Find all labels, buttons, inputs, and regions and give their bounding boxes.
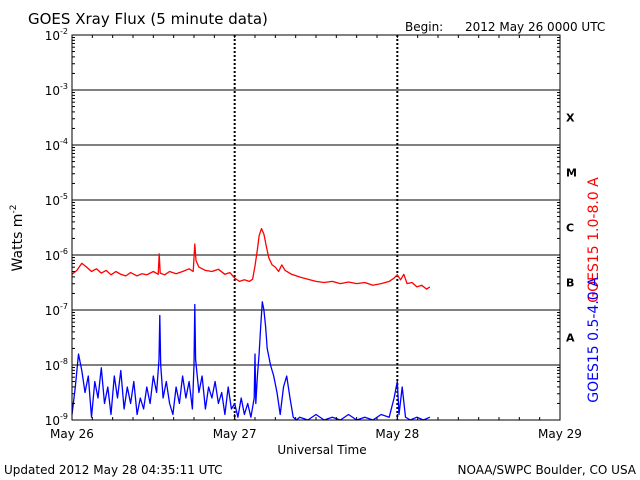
x-tick-label: May 28 — [375, 427, 419, 441]
flare-class-x: X — [566, 112, 575, 125]
flare-class-m: M — [566, 167, 577, 180]
begin-label: Begin: — [405, 20, 443, 34]
y-tick-label: 10-9 — [45, 412, 68, 428]
series-line-1 — [71, 301, 431, 421]
y-tick-label: 10-7 — [45, 302, 68, 318]
legend-goes15-long: GOES15 1.0-8.0 A — [586, 177, 602, 303]
grid — [72, 35, 560, 420]
svg-text:Watts m-2: Watts m-2 — [9, 205, 26, 272]
x-tick-label: May 29 — [538, 427, 582, 441]
updated-timestamp: Updated 2012 May 28 04:35:11 UTC — [4, 463, 222, 477]
y-tick-label: 10-4 — [45, 137, 68, 153]
x-tick-label: May 26 — [50, 427, 94, 441]
series-line-0 — [71, 227, 431, 290]
plot-frame — [71, 34, 561, 421]
x-axis-label: Universal Time — [277, 443, 366, 457]
flare-class-b: B — [566, 277, 574, 290]
flare-class-a: A — [566, 332, 575, 345]
series-layer — [71, 227, 431, 421]
y-tick-label: 10-3 — [45, 82, 68, 98]
chart-title: GOES Xray Flux (5 minute data) — [28, 10, 268, 28]
x-tick-label: May 27 — [213, 427, 257, 441]
legend-long: GOES15 1.0-8.0 A — [586, 177, 602, 303]
y-axis-label-exp: -2 — [9, 205, 19, 214]
y-tick-label: 10-2 — [45, 27, 68, 43]
legend-goes15-short: GOES15 0.5-4.0 A — [586, 277, 602, 403]
y-axis-label-base: Watts m — [10, 214, 26, 272]
y-axis-label: Watts m-2 — [9, 205, 26, 272]
y-tick-label: 10-6 — [45, 247, 68, 263]
legend-short: GOES15 0.5-4.0 A — [586, 277, 602, 403]
y-tick-label: 10-5 — [45, 192, 68, 208]
credit-text: NOAA/SWPC Boulder, CO USA — [458, 463, 637, 477]
begin-value: 2012 May 26 0000 UTC — [465, 20, 605, 34]
flare-class-c: C — [566, 222, 574, 235]
y-tick-label: 10-8 — [45, 357, 68, 373]
flare-class-labels: X M C B A — [566, 112, 577, 345]
